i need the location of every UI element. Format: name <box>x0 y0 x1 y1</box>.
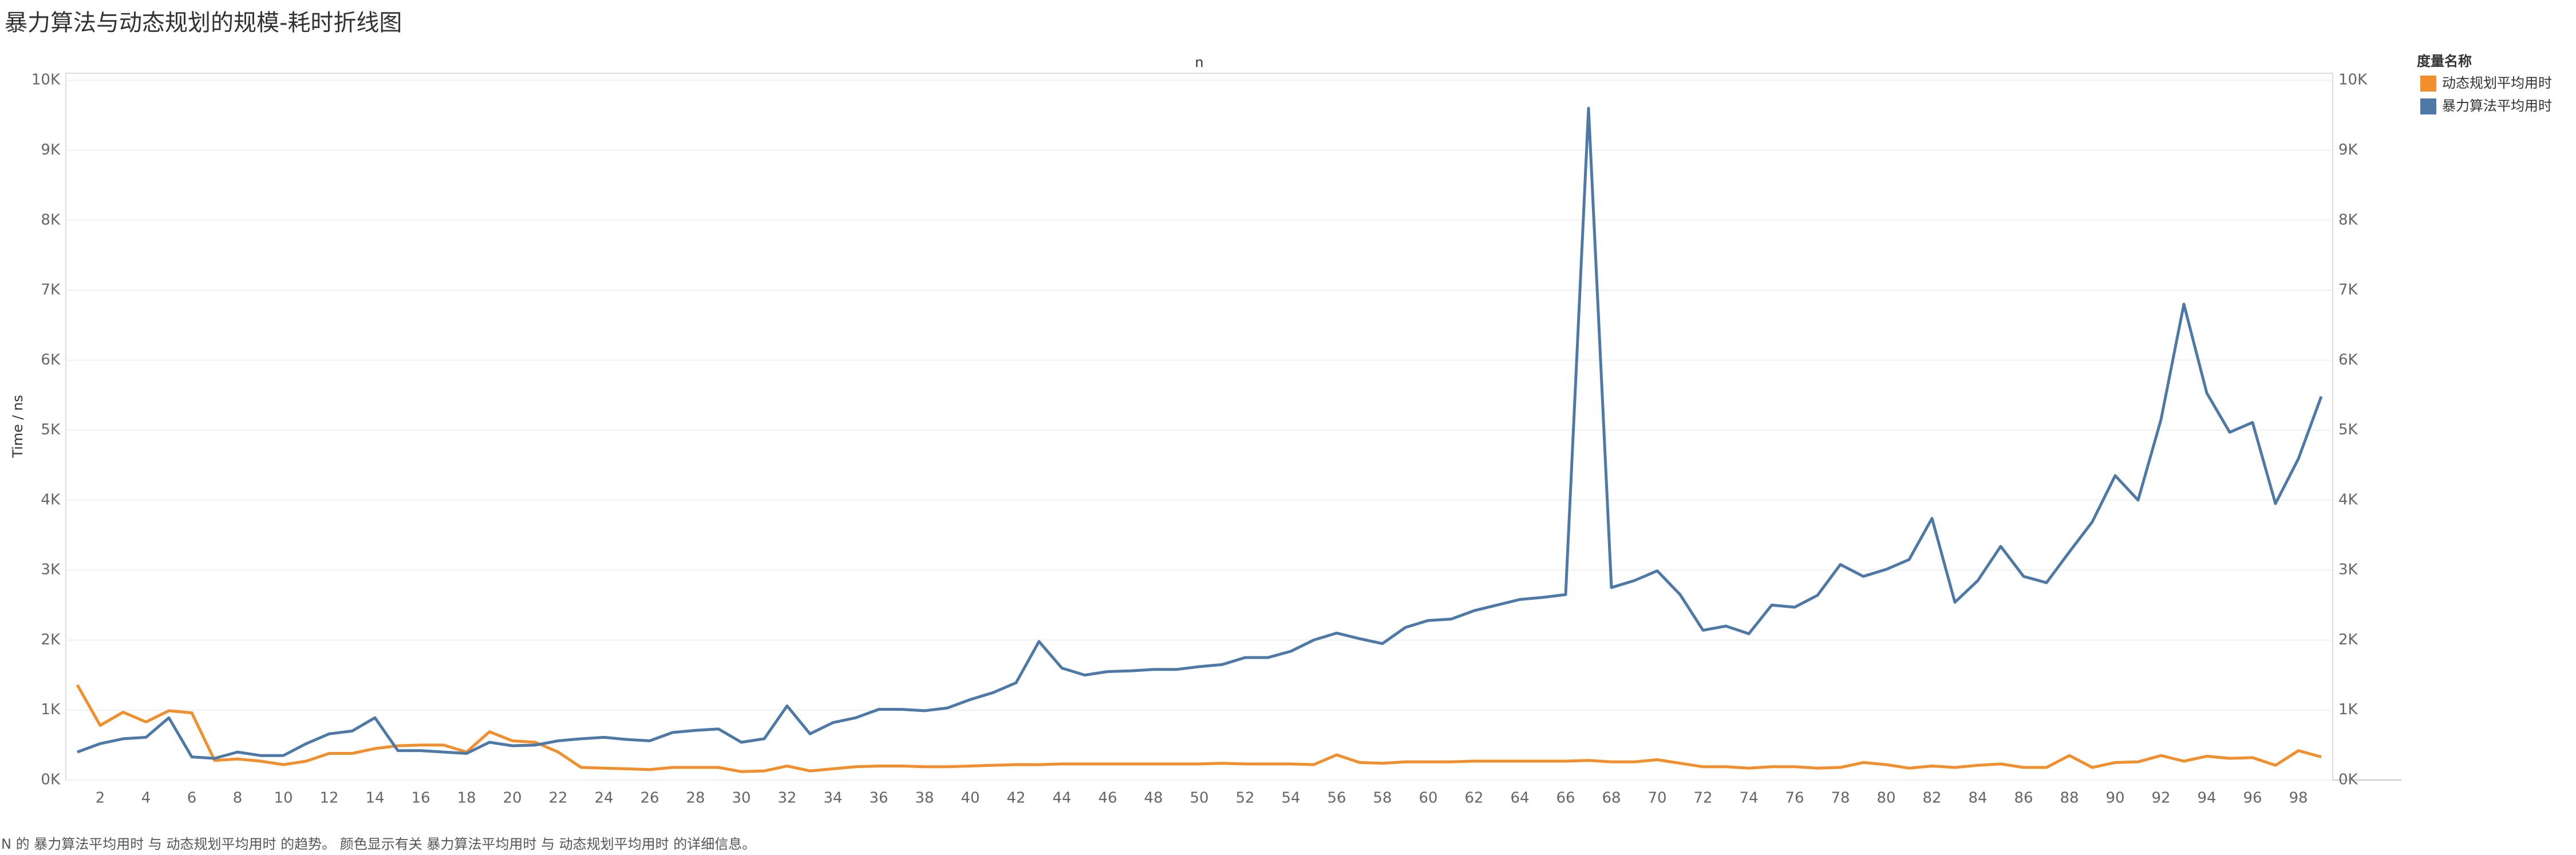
x-tick-label: 66 <box>1556 790 1575 807</box>
y-tick-label: 0K <box>41 771 61 789</box>
legend-label: 动态规划平均用时 <box>2442 75 2552 91</box>
x-tick-label: 60 <box>1419 790 1437 807</box>
y-tick-label: 6K <box>41 351 61 369</box>
x-tick-label: 76 <box>1785 790 1804 807</box>
x-tick-label: 46 <box>1098 790 1117 807</box>
y2-tick-label: 8K <box>2338 211 2358 228</box>
y-tick-label: 9K <box>41 141 61 159</box>
x-tick-label: 10 <box>274 790 293 807</box>
x-tick-label: 50 <box>1190 790 1208 807</box>
x-tick-label: 56 <box>1327 790 1346 807</box>
x-tick-label: 80 <box>1876 790 1895 807</box>
x-tick-label: 32 <box>777 790 796 807</box>
x-tick-label: 86 <box>2014 790 2033 807</box>
legend-swatch <box>2420 98 2436 114</box>
x-tick-label: 14 <box>365 790 384 807</box>
y2-tick-label: 4K <box>2338 491 2358 508</box>
x-tick-label: 26 <box>640 790 659 807</box>
x-tick-label: 30 <box>732 790 750 807</box>
y-tick-label: 7K <box>41 282 61 299</box>
x-tick-label: 38 <box>915 790 934 807</box>
chart-title: 暴力算法与动态规划的规模-耗时折线图 <box>5 10 402 36</box>
x-tick-label: 48 <box>1144 790 1163 807</box>
y-tick-label: 4K <box>41 491 61 508</box>
y2-tick-label: 9K <box>2338 141 2358 159</box>
y-tick-label: 10K <box>31 72 61 89</box>
x-tick-label: 96 <box>2243 790 2262 807</box>
x-tick-label: 92 <box>2151 790 2170 807</box>
y2-tick-label: 1K <box>2338 701 2358 718</box>
y2-tick-label: 0K <box>2338 771 2358 789</box>
y-tick-label: 5K <box>41 421 61 438</box>
x-tick-label: 72 <box>1693 790 1712 807</box>
series-line <box>76 684 2322 773</box>
x-tick-label: 8 <box>233 790 243 807</box>
x-tick-label: 44 <box>1052 790 1071 807</box>
y2-tick-label: 3K <box>2338 561 2358 579</box>
x-tick-label: 58 <box>1373 790 1392 807</box>
x-tick-label: 54 <box>1281 790 1300 807</box>
y2-tick-label: 6K <box>2338 351 2358 369</box>
x-tick-label: 70 <box>1647 790 1666 807</box>
x-tick-label: 84 <box>1968 790 1987 807</box>
x-tick-label: 34 <box>823 790 842 807</box>
y-tick-label: 3K <box>41 561 61 579</box>
x-tick-label: 40 <box>961 790 979 807</box>
x-tick-label: 4 <box>141 790 151 807</box>
series-line <box>77 106 2323 760</box>
x-tick-label: 24 <box>594 790 613 807</box>
x-tick-label: 20 <box>503 790 521 807</box>
caption: N 的 暴力算法平均用时 与 动态规划平均用时 的趋势。 颜色显示有关 暴力算法… <box>1 836 756 852</box>
x-tick-label: 12 <box>319 790 338 807</box>
x-tick-label: 90 <box>2105 790 2124 807</box>
x-tick-label: 62 <box>1464 790 1483 807</box>
x-tick-label: 82 <box>1922 790 1941 807</box>
legend-swatch <box>2420 76 2436 92</box>
y-tick-label: 8K <box>41 211 61 228</box>
x-tick-label: 74 <box>1739 790 1758 807</box>
x-tick-label: 88 <box>2060 790 2079 807</box>
y-tick-label: 1K <box>41 701 61 718</box>
x-tick-label: 52 <box>1235 790 1254 807</box>
x-tick-label: 18 <box>457 790 476 807</box>
legend-label: 暴力算法平均用时 <box>2442 98 2552 114</box>
x-tick-label: 64 <box>1510 790 1529 807</box>
y-axis-title: Time / ns <box>10 395 26 458</box>
x-tick-label: 28 <box>686 790 705 807</box>
x-tick-label: 22 <box>548 790 567 807</box>
x-tick-label: 36 <box>869 790 888 807</box>
x-tick-label: 42 <box>1006 790 1025 807</box>
y2-tick-label: 5K <box>2338 421 2358 438</box>
x-tick-label: 98 <box>2289 790 2308 807</box>
x-tick-label: 16 <box>411 790 430 807</box>
x-tick-label: 68 <box>1602 790 1621 807</box>
x-tick-label: 2 <box>96 790 105 807</box>
x-tick-label: 94 <box>2197 790 2216 807</box>
y2-tick-label: 7K <box>2338 282 2358 299</box>
x-tick-label: 78 <box>1831 790 1850 807</box>
y2-tick-label: 10K <box>2338 72 2368 89</box>
legend-title: 度量名称 <box>2417 53 2472 69</box>
y-tick-label: 2K <box>41 631 61 648</box>
y2-tick-label: 2K <box>2338 631 2358 648</box>
x-axis-title: n <box>1195 54 1203 70</box>
x-tick-label: 6 <box>187 790 197 807</box>
